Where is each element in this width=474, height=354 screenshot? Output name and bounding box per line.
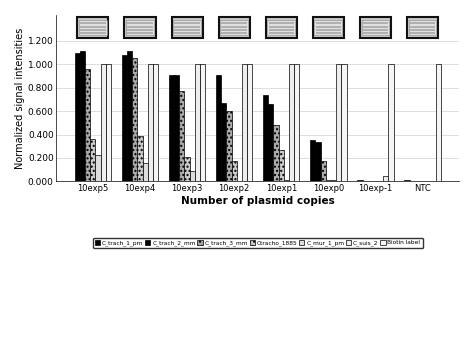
Bar — [174, 32, 200, 34]
Bar — [153, 64, 158, 181]
Bar — [284, 180, 289, 181]
Bar — [80, 29, 106, 31]
Bar — [126, 20, 154, 35]
Bar — [383, 176, 388, 181]
Bar — [80, 32, 106, 34]
Y-axis label: Normalized signal intensities: Normalized signal intensities — [15, 28, 25, 169]
Bar — [80, 51, 85, 181]
Bar — [316, 32, 341, 34]
Bar — [407, 17, 438, 38]
Bar — [221, 103, 227, 181]
Bar — [80, 22, 106, 24]
Bar — [174, 29, 200, 31]
Bar — [360, 17, 391, 38]
Bar — [127, 22, 153, 24]
Bar — [410, 29, 435, 31]
Bar — [316, 22, 341, 24]
Bar — [294, 64, 300, 181]
Bar — [169, 75, 174, 181]
Bar — [410, 22, 435, 24]
Bar — [269, 32, 294, 34]
Bar — [221, 32, 247, 34]
Bar — [313, 17, 344, 38]
Bar — [80, 25, 106, 28]
Bar — [316, 29, 341, 31]
Bar — [221, 25, 247, 28]
Bar — [79, 20, 107, 35]
Bar — [266, 17, 297, 38]
Bar — [363, 29, 388, 31]
Bar — [326, 180, 331, 181]
Bar — [124, 17, 155, 38]
Bar — [127, 29, 153, 31]
Bar — [85, 69, 90, 181]
Bar — [174, 75, 179, 181]
Bar — [127, 32, 153, 34]
Bar — [122, 55, 127, 181]
Bar — [137, 136, 143, 181]
Bar — [363, 25, 388, 28]
Bar — [77, 17, 109, 38]
Bar — [363, 32, 388, 34]
X-axis label: Number of plasmid copies: Number of plasmid copies — [181, 196, 335, 206]
Bar — [362, 20, 389, 35]
Bar — [320, 161, 326, 181]
Bar — [269, 22, 294, 24]
Bar — [106, 64, 111, 181]
Bar — [316, 25, 341, 28]
Bar — [410, 32, 435, 34]
Bar — [221, 22, 247, 24]
Bar — [336, 64, 341, 181]
Bar — [143, 162, 148, 181]
Bar — [127, 51, 132, 181]
Bar — [314, 20, 342, 35]
Bar — [363, 22, 388, 24]
Bar — [267, 20, 295, 35]
Bar — [172, 17, 202, 38]
Bar — [242, 64, 247, 181]
Bar — [195, 64, 200, 181]
Bar — [216, 75, 221, 181]
Bar — [232, 161, 237, 181]
Bar — [174, 22, 200, 24]
Bar — [95, 155, 100, 181]
Bar — [100, 64, 106, 181]
Legend: C_trach_1_pm, C_trach_2_mm, C_trach_3_mm, Ctracho_1885, C_mur_1_pm, C_suis_2, Bi: C_trach_1_pm, C_trach_2_mm, C_trach_3_mm… — [93, 238, 423, 249]
Bar — [268, 104, 273, 181]
Bar — [132, 58, 137, 181]
Bar — [436, 64, 441, 181]
Bar — [273, 125, 279, 181]
Bar — [190, 171, 195, 181]
Bar — [220, 20, 248, 35]
Bar — [269, 25, 294, 28]
Bar — [219, 17, 250, 38]
Bar — [409, 20, 437, 35]
Bar — [279, 150, 284, 181]
Bar — [410, 25, 435, 28]
Bar — [127, 25, 153, 28]
Bar — [221, 29, 247, 31]
Bar — [148, 64, 153, 181]
Bar — [75, 52, 80, 181]
Bar — [341, 64, 346, 181]
Bar — [269, 29, 294, 31]
Bar — [174, 25, 200, 28]
Bar — [227, 111, 232, 181]
Bar — [310, 141, 315, 181]
Bar — [315, 142, 320, 181]
Bar — [173, 20, 201, 35]
Bar — [200, 64, 205, 181]
Bar — [90, 139, 95, 181]
Bar — [184, 158, 190, 181]
Bar — [289, 64, 294, 181]
Bar — [179, 91, 184, 181]
Bar — [263, 95, 268, 181]
Bar — [388, 64, 393, 181]
Bar — [331, 180, 336, 181]
Bar — [247, 64, 252, 181]
